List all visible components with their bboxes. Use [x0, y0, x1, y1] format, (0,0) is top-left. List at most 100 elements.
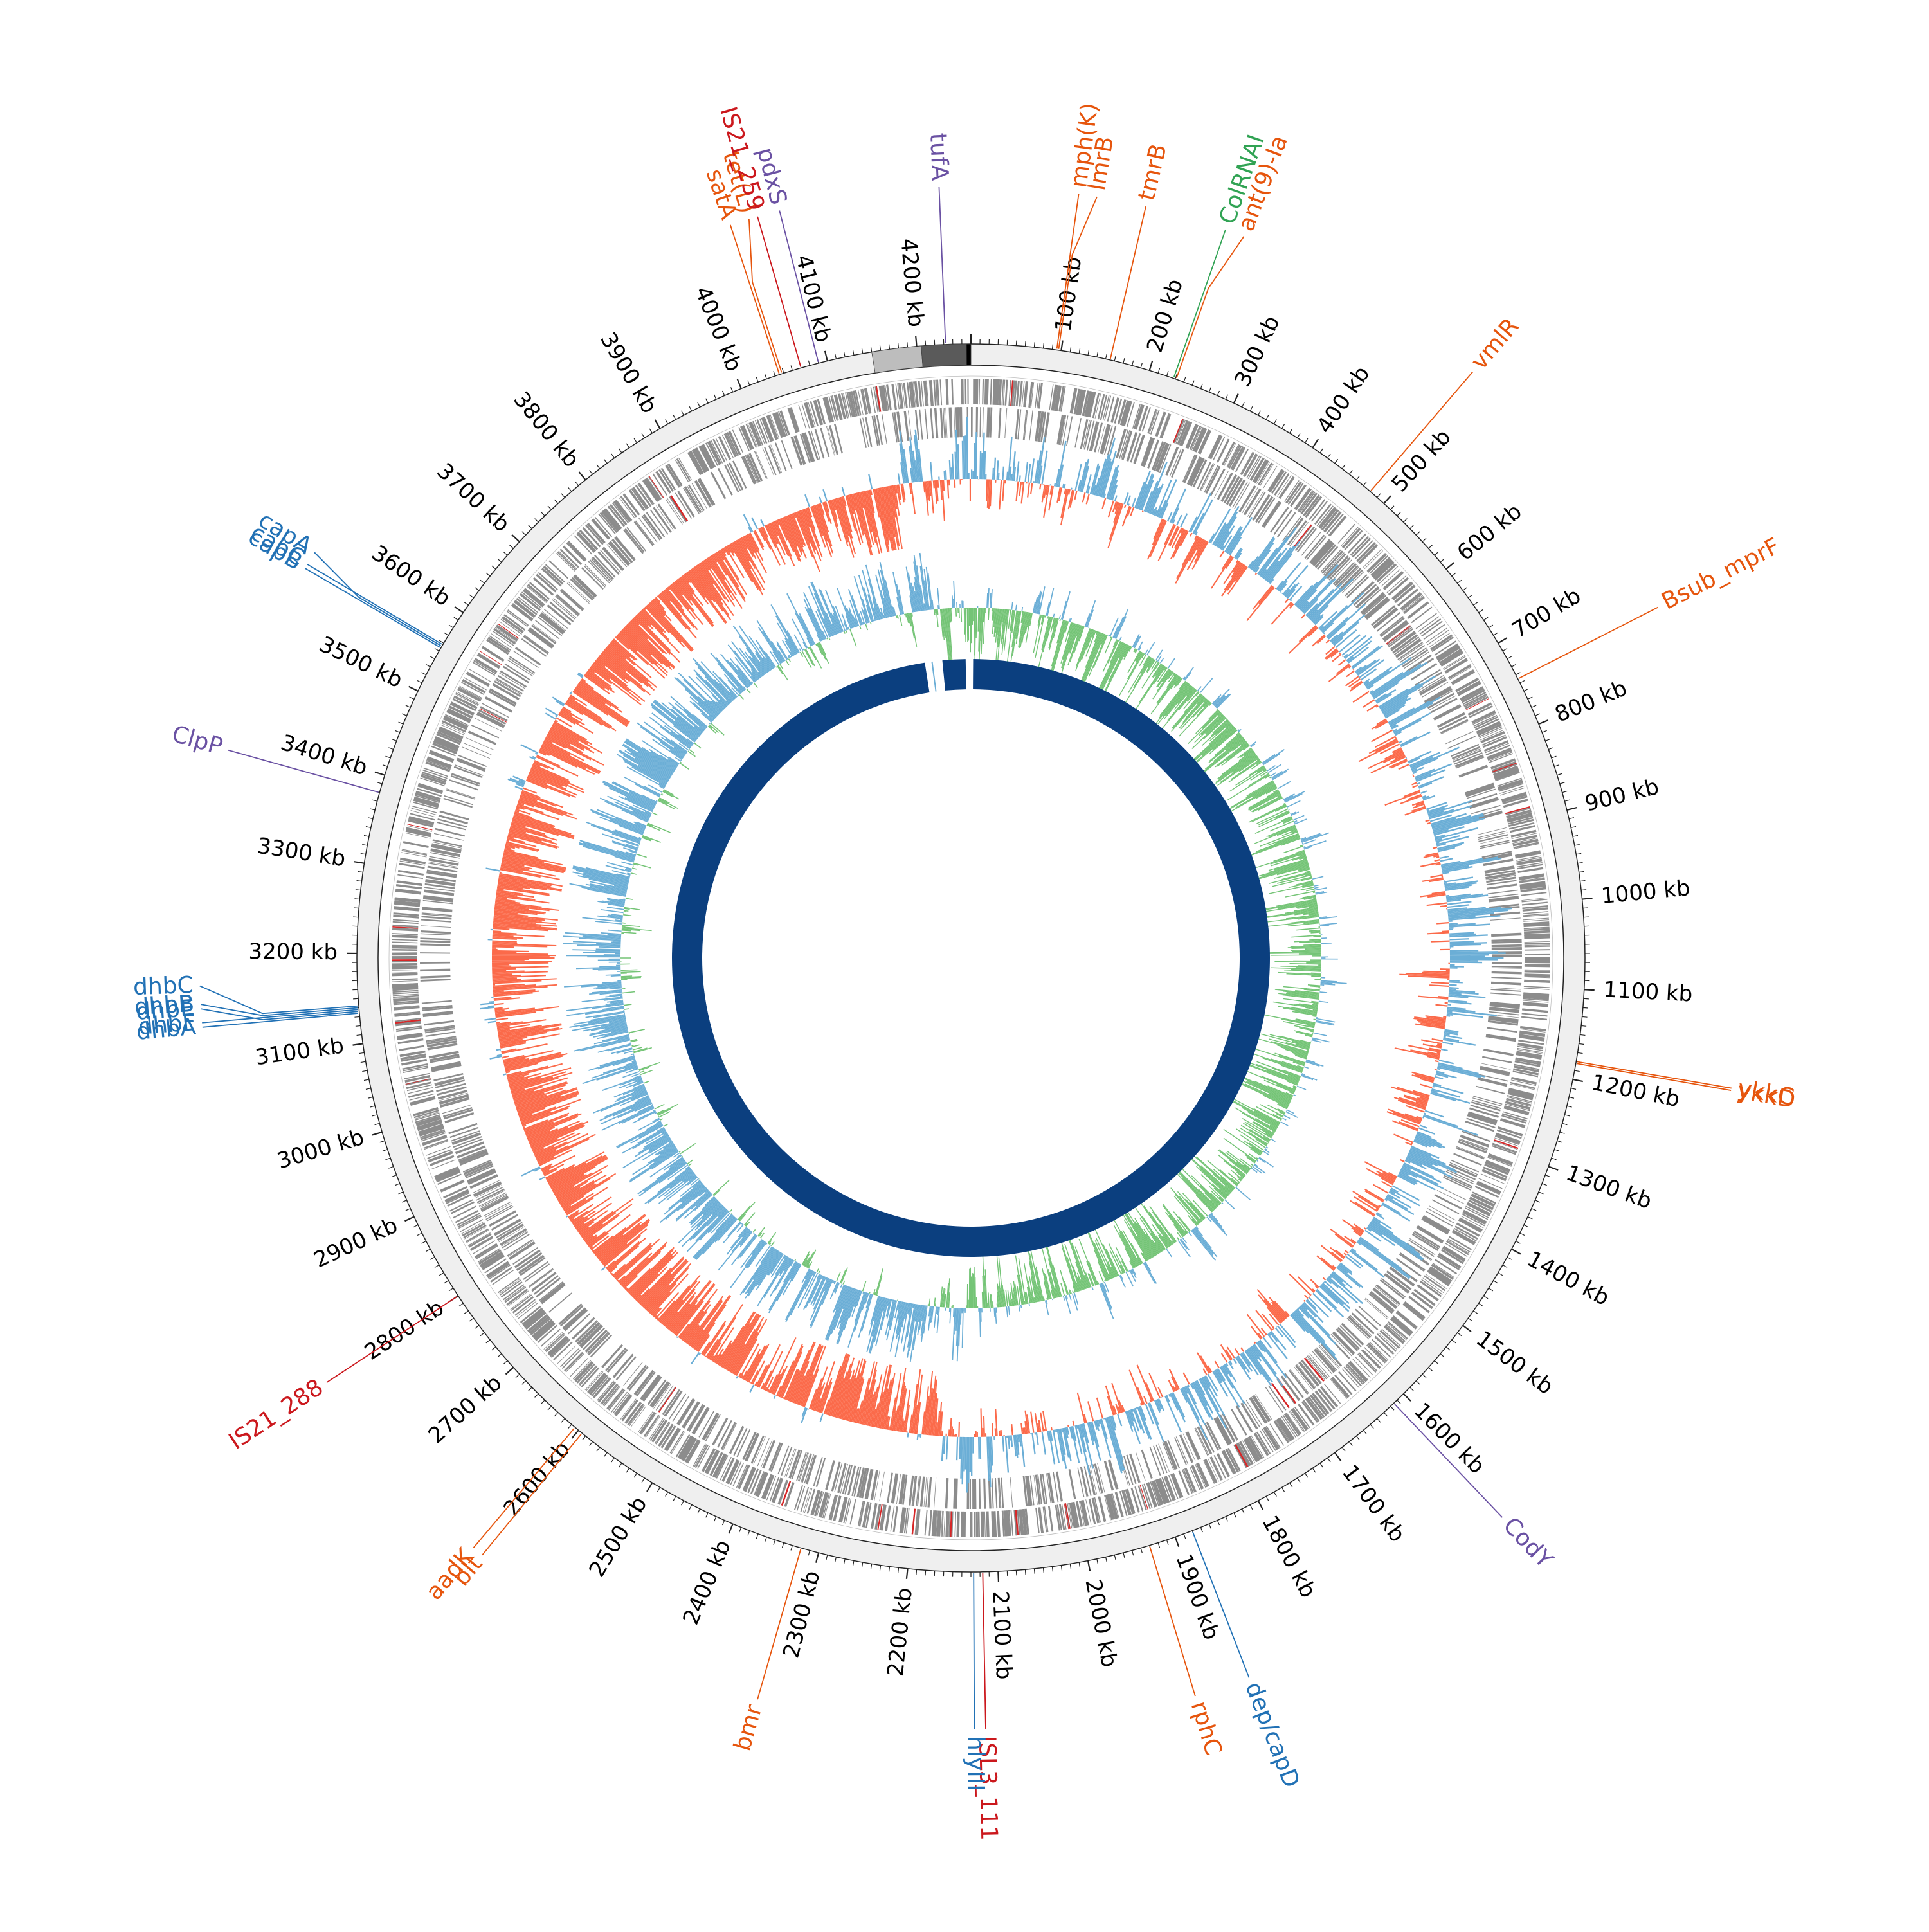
scale-tick — [1539, 720, 1548, 724]
gc-content-bar — [492, 964, 509, 966]
cds-feature — [997, 1511, 1001, 1537]
gc-content-bar — [1317, 635, 1326, 644]
gc-content-bar — [954, 1434, 955, 1436]
gc-content-bar — [1026, 482, 1027, 483]
scale-tick — [1520, 681, 1525, 683]
scale-tick — [765, 1537, 767, 1542]
gc-content-bar — [1303, 1300, 1305, 1302]
scale-tick — [649, 429, 652, 433]
scale-tick-label: 600 kb — [1453, 498, 1527, 566]
scale-tick — [1061, 341, 1062, 351]
cds-feature — [768, 1442, 781, 1471]
gc-content-bar — [1448, 963, 1450, 964]
gc-content-bar — [1393, 712, 1431, 733]
scale-tick — [353, 998, 358, 999]
scale-tick — [673, 1496, 676, 1501]
scale-tick — [356, 1025, 361, 1026]
gc-content-bar — [1353, 669, 1354, 671]
gc-content-bar — [1031, 1433, 1036, 1454]
scale-tick — [1552, 756, 1557, 758]
gc-content-bar — [1446, 908, 1447, 909]
scale-tick — [404, 1217, 414, 1222]
gc-content-bar — [1271, 602, 1292, 625]
cds-feature — [974, 1479, 977, 1509]
cds-feature — [945, 379, 948, 405]
scale-tick — [1489, 1288, 1493, 1291]
cds-feature — [1001, 1478, 1004, 1508]
scale-tick — [666, 419, 668, 424]
gc-content-bar — [1450, 954, 1489, 956]
scale-tick — [590, 1441, 593, 1445]
gc-content-bar — [1304, 1294, 1309, 1299]
scale-tick — [1234, 1513, 1236, 1517]
scale-tick — [522, 532, 526, 536]
scale-tick — [1226, 395, 1227, 399]
scale-tick — [1483, 617, 1488, 620]
scale-tick — [1016, 1570, 1017, 1575]
gc-content-bar — [1363, 699, 1375, 707]
scale-tick — [1571, 827, 1576, 828]
scale-tick — [572, 1431, 579, 1438]
gc-content-bar — [1449, 938, 1469, 940]
gc-content-bar — [907, 1432, 909, 1437]
scale-tick — [1446, 1347, 1450, 1350]
scale-tick — [1458, 580, 1462, 583]
scale-tick — [386, 1158, 391, 1160]
cds-feature — [974, 1512, 976, 1537]
gc-content-bar — [1430, 1094, 1431, 1095]
scale-tick — [1458, 1333, 1462, 1336]
gc-content-bar — [1447, 979, 1449, 980]
scale-tick — [1435, 1360, 1438, 1364]
cds-feature — [418, 783, 443, 793]
gc-content-bar — [975, 432, 977, 479]
gc-content-bar — [1439, 856, 1449, 859]
gc-content-bar — [1167, 1395, 1168, 1396]
cds-feature — [992, 1478, 994, 1508]
gc-content-bar — [1354, 1245, 1355, 1246]
scale-tick — [1535, 1200, 1540, 1202]
gc-content-bar — [1114, 495, 1118, 501]
scale-tick — [1217, 391, 1219, 395]
gc-content-bar — [1316, 1255, 1334, 1270]
cds-feature — [565, 1352, 583, 1371]
scale-tick — [1494, 633, 1498, 635]
scale-tick — [604, 459, 607, 463]
scale-tick — [1468, 595, 1472, 598]
cds-feature — [1442, 1247, 1465, 1263]
gc-content-bar — [1117, 1414, 1122, 1427]
scale-tick — [1520, 1233, 1525, 1236]
scale-tick — [541, 512, 545, 516]
scale-tick — [406, 1209, 410, 1211]
scale-tick — [372, 1132, 382, 1135]
scale-tick — [1429, 545, 1433, 548]
cds-feature — [954, 407, 955, 437]
gc-content-bar — [520, 795, 574, 815]
cds-feature — [1074, 418, 1082, 447]
scale-tick — [1342, 1447, 1345, 1451]
scale-tick — [406, 705, 410, 707]
scale-tick — [1097, 1559, 1098, 1564]
scale-tick — [1184, 377, 1186, 383]
scale-tick — [1463, 1326, 1471, 1332]
gc-content-bar — [946, 1436, 948, 1459]
scale-tick — [1106, 1557, 1107, 1562]
gc-content-bar — [1346, 670, 1355, 677]
gc-content-bar — [972, 471, 974, 479]
gc-content-bar — [1051, 1427, 1053, 1431]
cds-feature — [1492, 944, 1522, 948]
cds-feature — [934, 408, 938, 438]
gc-content-bar — [1419, 788, 1420, 790]
scale-tick-label: 2400 kb — [678, 1537, 736, 1629]
scale-tick — [673, 415, 676, 420]
gc-content-bar — [1253, 585, 1273, 609]
gc-content-bar — [676, 1336, 678, 1338]
scale-tick — [1158, 368, 1159, 374]
gc-content-bar — [1019, 475, 1021, 482]
gc-content-bar — [1436, 922, 1449, 925]
scale-tick — [1560, 1132, 1565, 1133]
gc-content-bar — [1342, 635, 1367, 655]
backbone-inner-edge — [378, 365, 1564, 1551]
scale-tick — [1043, 1567, 1044, 1573]
scale-tick — [579, 472, 586, 480]
scale-tick — [634, 438, 637, 443]
